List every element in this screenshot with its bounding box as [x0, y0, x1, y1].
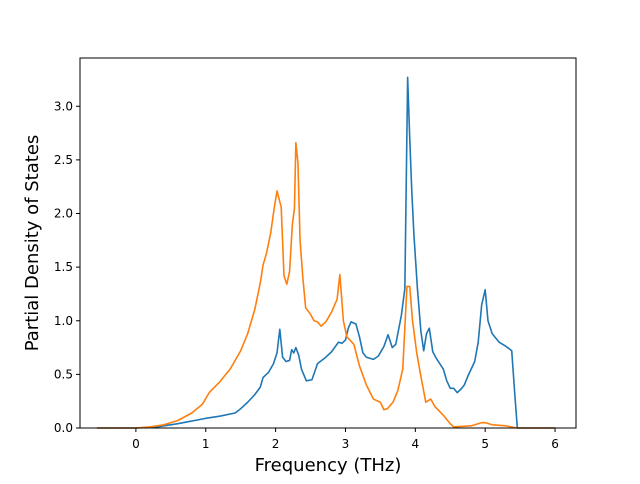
y-tick-label: 3.0 — [54, 99, 73, 113]
x-axis-label: Frequency (THz) — [255, 455, 402, 476]
y-tick-label: 1.5 — [54, 260, 73, 274]
plot-area-frame — [79, 57, 577, 429]
y-axis-ticks: 0.0 0.5 1.0 1.5 2.0 2.5 3.0 — [54, 99, 80, 435]
y-tick-label: 1.0 — [54, 314, 73, 328]
series-line-1 — [96, 76, 556, 429]
x-tick-label: 5 — [481, 437, 489, 451]
x-tick-label: 6 — [551, 437, 559, 451]
y-tick-label: 2.0 — [54, 207, 73, 221]
x-tick-label: 4 — [412, 437, 420, 451]
x-tick-label: 3 — [342, 437, 350, 451]
x-tick-label: 2 — [272, 437, 280, 451]
y-tick-label: 0.0 — [54, 421, 73, 435]
y-tick-label: 2.5 — [54, 153, 73, 167]
x-tick-label: 1 — [202, 437, 210, 451]
series-line-2 — [96, 141, 556, 429]
series-layer — [96, 76, 556, 429]
y-tick-label: 0.5 — [54, 367, 73, 381]
x-axis-ticks: 0 1 2 3 4 5 6 — [132, 428, 559, 451]
x-tick-label: 0 — [132, 437, 140, 451]
y-axis-label: Partial Density of States — [22, 135, 43, 352]
